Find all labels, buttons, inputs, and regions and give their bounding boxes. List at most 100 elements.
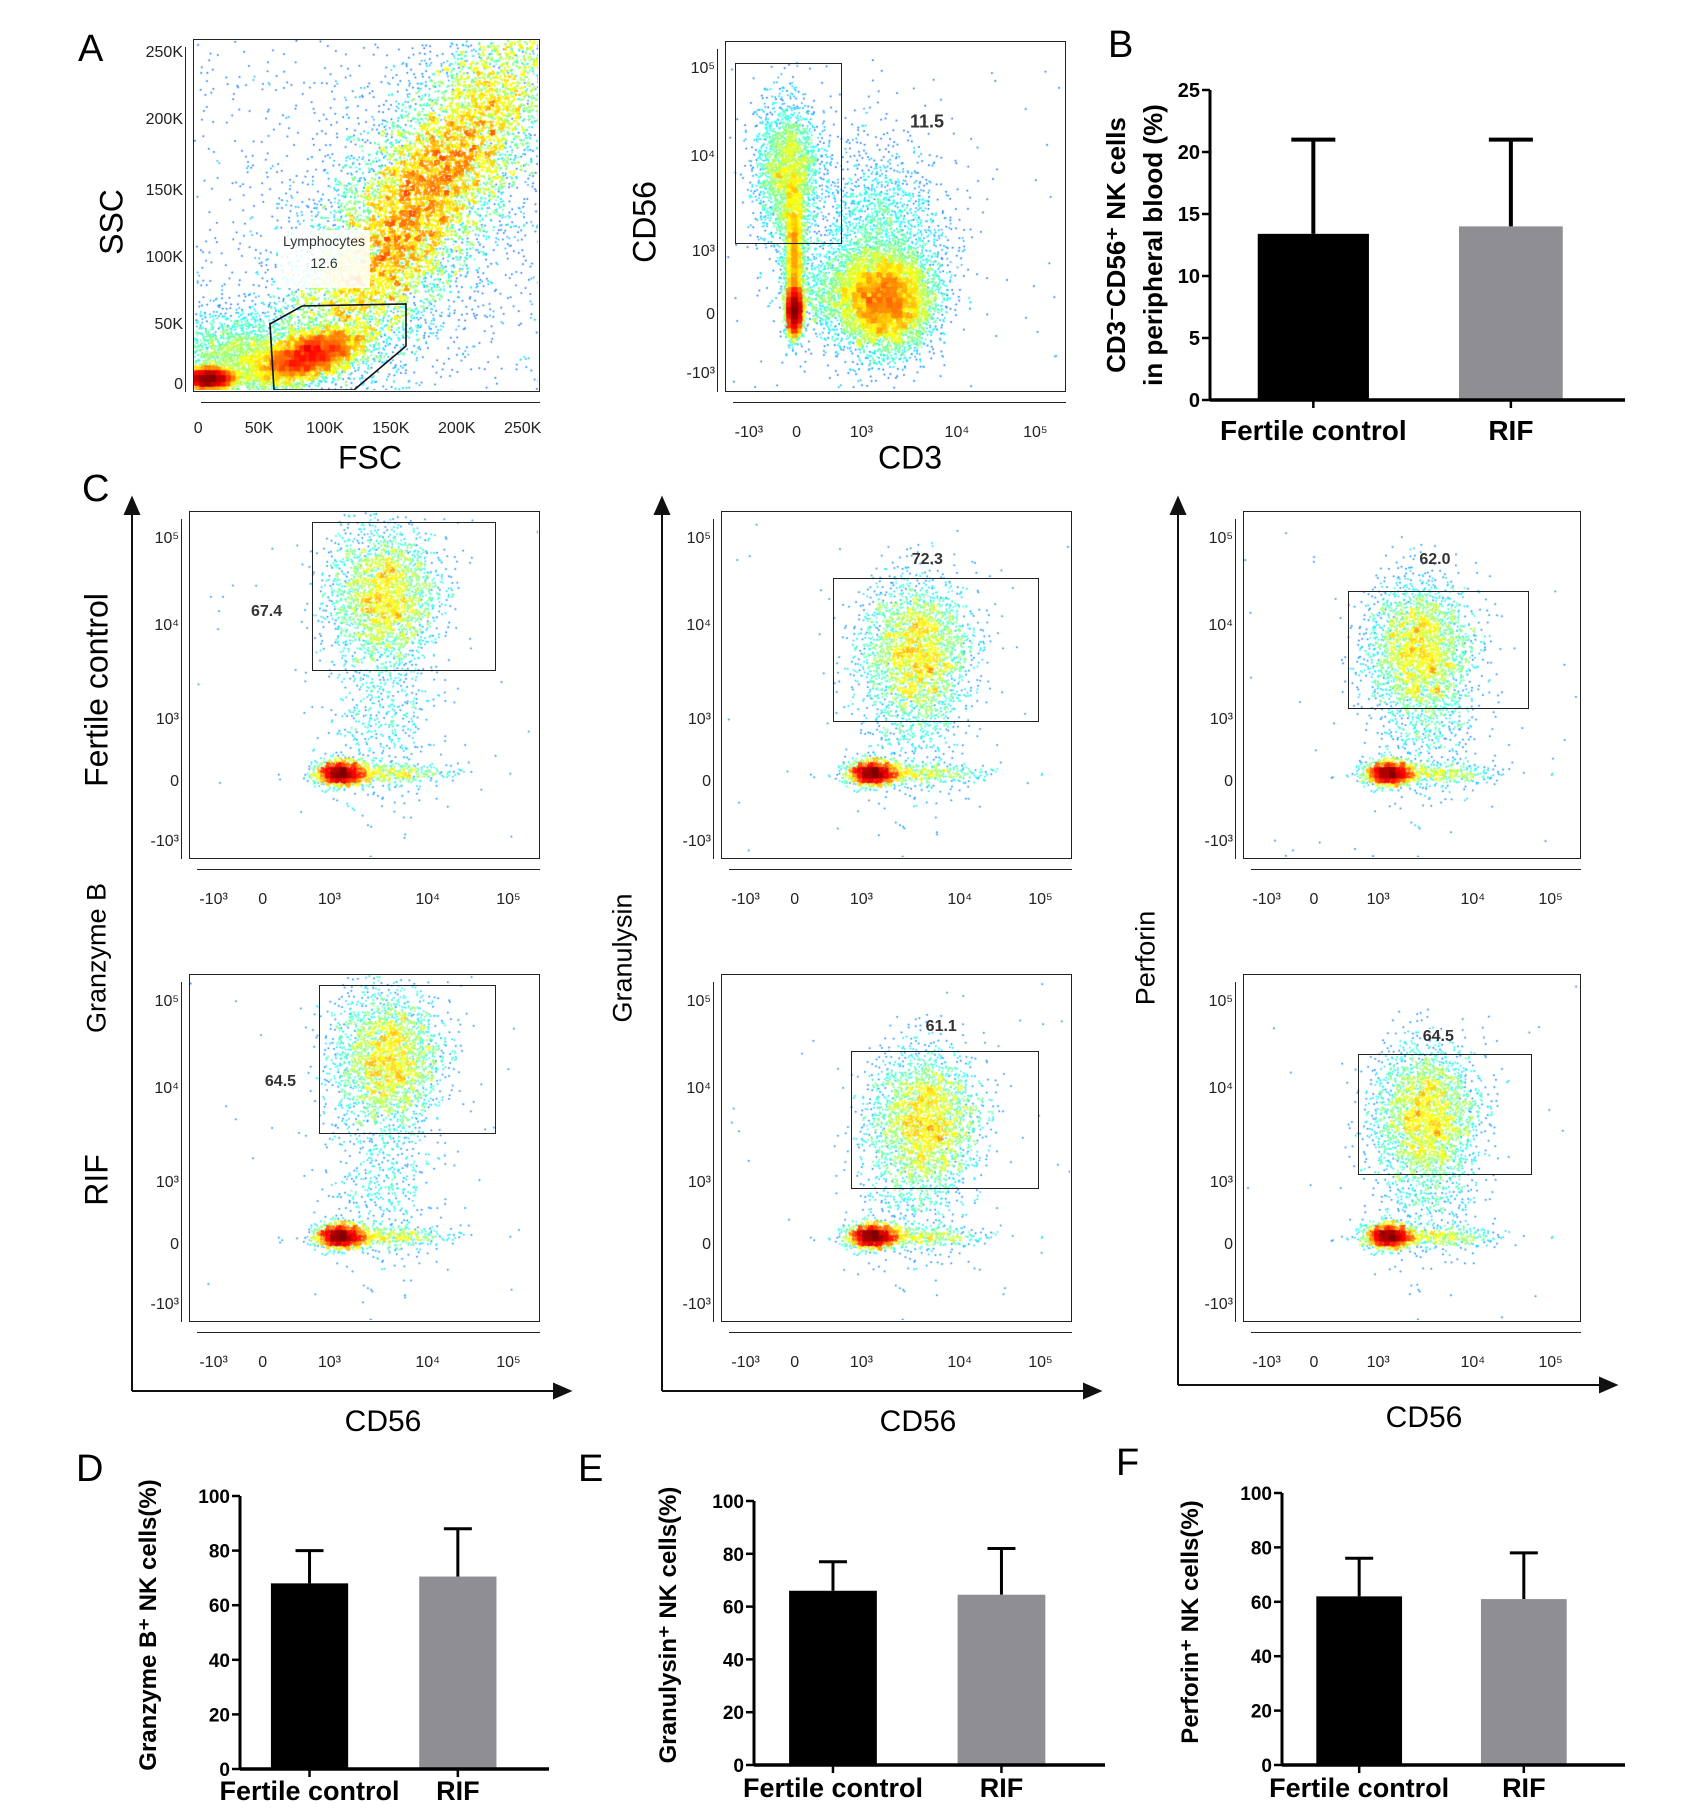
y-tick-label: 0: [1261, 1756, 1272, 1777]
y-tick-label: 10: [1178, 266, 1200, 288]
granzyme-b-rif-x-tick-label: 0: [258, 1354, 268, 1371]
perforin-fertile-control-x-tick-label: 0: [1309, 891, 1319, 908]
fsc-ssc-y-tick-label: 50K: [154, 315, 183, 333]
granzyme-b-rif-density-plot: 64.5: [189, 974, 540, 1322]
perforin-rif-density-plot: 64.5: [1243, 974, 1581, 1322]
x-axis-label-cd3: CD3: [877, 439, 943, 476]
fsc-ssc-x-tick-label: 0: [193, 420, 203, 437]
perforin-fertile-control-y-tick-label: 0: [1224, 773, 1233, 791]
perforin-fertile-control-y-tick-label: -10³: [1204, 832, 1233, 850]
cd3-cd56-y-axis-ruler: [717, 49, 718, 392]
y-tick-label: 80: [209, 1542, 230, 1563]
positive-gate: [1347, 591, 1529, 709]
category-label: Fertile control: [743, 1773, 923, 1803]
x-axis-label-cd56-perforin: CD56: [1385, 1401, 1463, 1434]
perforin-rif-y-axis-ruler: [1235, 982, 1236, 1322]
granulysin-rif-x-tick-label: 10⁴: [947, 1354, 973, 1371]
perforin-rif-y-tick-label: 10⁴: [1208, 1079, 1233, 1097]
granzyme-b-fertile-control-x-axis-ruler: [197, 869, 540, 870]
perforin-rif-y-tick-label: -10³: [1204, 1295, 1233, 1313]
granzyme-b-fertile-control-density-plot: 67.4: [189, 511, 540, 859]
perforin-rif-x-tick-label: -10³: [1252, 1354, 1281, 1371]
density-dots: [1244, 975, 1579, 1320]
bar-rif: [419, 1576, 497, 1769]
bar-rif: [957, 1594, 1046, 1765]
category-label: RIF: [1502, 1773, 1546, 1803]
nk-gate-value: 11.5: [909, 111, 945, 132]
granzyme-b-rif-x-axis-ruler: [197, 1332, 540, 1333]
fsc-ssc-density-dots: [194, 40, 538, 390]
y-axis-label: in peripheral blood (%): [1138, 104, 1168, 386]
lymphocyte-gate: [269, 303, 407, 390]
x-axis-label-cd56-granulysin: CD56: [879, 1405, 957, 1438]
fsc-ssc-x-tick-label: 250K: [503, 420, 542, 437]
granulysin-fertile-control-y-tick-label: 10⁵: [686, 529, 711, 547]
category-label: RIF: [980, 1773, 1024, 1803]
granulysin-rif-x-axis-ruler: [729, 1332, 1072, 1333]
perforin-rif-x-tick-label: 0: [1309, 1354, 1319, 1371]
perforin-fertile-control-x-tick-label: -10³: [1252, 891, 1281, 908]
y-tick-label: 40: [209, 1651, 230, 1672]
density-dots: [722, 975, 1070, 1320]
granulysin-rif-x-tick-label: 10⁵: [1028, 1354, 1053, 1371]
y-tick-label: 20: [209, 1705, 230, 1726]
y-tick-label: 40: [723, 1650, 744, 1671]
fsc-ssc-density-plot: Lymphocytes 12.6: [193, 39, 540, 392]
fsc-ssc-y-axis-ruler: [185, 47, 186, 392]
fsc-ssc-x-tick-label: 200K: [438, 420, 476, 437]
category-label: Fertile control: [1220, 415, 1407, 446]
y-tick-label: 60: [723, 1598, 744, 1619]
positive-gate: [850, 1050, 1039, 1189]
y-tick-label: 60: [209, 1596, 230, 1617]
granzyme-b-fertile-control-y-axis-ruler: [181, 519, 182, 859]
panel-label-c: C: [82, 468, 110, 510]
bar-chart-f: Fertile control RIF 0 20 40 60 80 100 Perforin⁺ …: [1177, 1484, 1625, 1803]
y-tick-label: 100: [1240, 1484, 1272, 1505]
granzyme-b-rif-x-tick-label: 10⁴: [415, 1354, 441, 1371]
granulysin-fertile-control-x-tick-label: 0: [790, 891, 800, 908]
granulysin-fertile-control-density-plot: 72.3: [721, 511, 1072, 859]
granzyme-b-rif-y-tick-label: 10⁵: [154, 992, 179, 1010]
granulysin-rif-y-axis-ruler: [713, 982, 714, 1322]
category-label: RIF: [1488, 415, 1533, 446]
granzyme-b-fertile-control-y-tick-label: 0: [170, 773, 179, 791]
perforin-fertile-control-y-tick-label: 10³: [1209, 710, 1233, 728]
gate-name: Lymphocytes: [283, 233, 365, 249]
y-tick-label: 80: [1251, 1538, 1272, 1559]
granulysin-fertile-control-y-tick-label: -10³: [682, 832, 711, 850]
x-axis-label-fsc: FSC: [338, 439, 402, 476]
y-tick-label: 20: [1178, 142, 1200, 164]
granzyme-b-fertile-control-y-tick-label: 10⁴: [154, 616, 179, 634]
granzyme-b-fertile-control-y-tick-label: 10³: [155, 710, 179, 728]
gate-value: 72.3: [911, 551, 943, 569]
panel-label-d: D: [76, 1448, 104, 1490]
panel-label-a: A: [78, 28, 104, 70]
gate-value: 61.1: [925, 1017, 957, 1035]
gate-value: 64.5: [264, 1072, 297, 1090]
perforin-fertile-control-x-axis-ruler: [1251, 869, 1581, 870]
granzyme-b-fertile-control-y-tick-label: 10⁵: [154, 529, 179, 547]
y-tick-label: 20: [1251, 1702, 1272, 1723]
nk-cell-gate: [735, 63, 842, 244]
granulysin-fertile-control-y-tick-label: 0: [702, 773, 711, 791]
gate-value: 64.5: [1422, 1028, 1454, 1046]
panel-label-e: E: [578, 1448, 604, 1490]
perforin-fertile-control-density-plot: 62.0: [1243, 511, 1581, 859]
density-dots: [190, 512, 538, 857]
perforin-fertile-control-x-tick-label: 10⁵: [1538, 891, 1563, 908]
cd3-cd56-y-tick-label: 10⁵: [690, 60, 715, 78]
granzyme-b-rif-x-tick-label: -10³: [199, 1354, 228, 1371]
fsc-ssc-y-tick-label: 0: [174, 375, 183, 393]
cd3-cd56-x-tick-label: 10⁴: [944, 424, 970, 441]
granzyme-b-rif-x-tick-label: 10⁵: [496, 1354, 521, 1371]
cd3-cd56-x-tick-label: 0: [792, 424, 802, 441]
perforin-fertile-control-x-tick-label: 10⁴: [1460, 891, 1486, 908]
perforin-fertile-control-x-tick-label: 10³: [1366, 891, 1390, 908]
granulysin-fertile-control-y-axis-ruler: [713, 519, 714, 859]
granzyme-b-fertile-control-x-tick-label: 0: [258, 891, 268, 908]
lymphocyte-gate-label: Lymphocytes 12.6: [278, 230, 370, 288]
density-dots: [1244, 512, 1579, 857]
granulysin-rif-y-tick-label: -10³: [682, 1295, 711, 1313]
granulysin-rif-y-tick-label: 10⁴: [686, 1079, 711, 1097]
y-tick-label: 25: [1178, 80, 1200, 102]
